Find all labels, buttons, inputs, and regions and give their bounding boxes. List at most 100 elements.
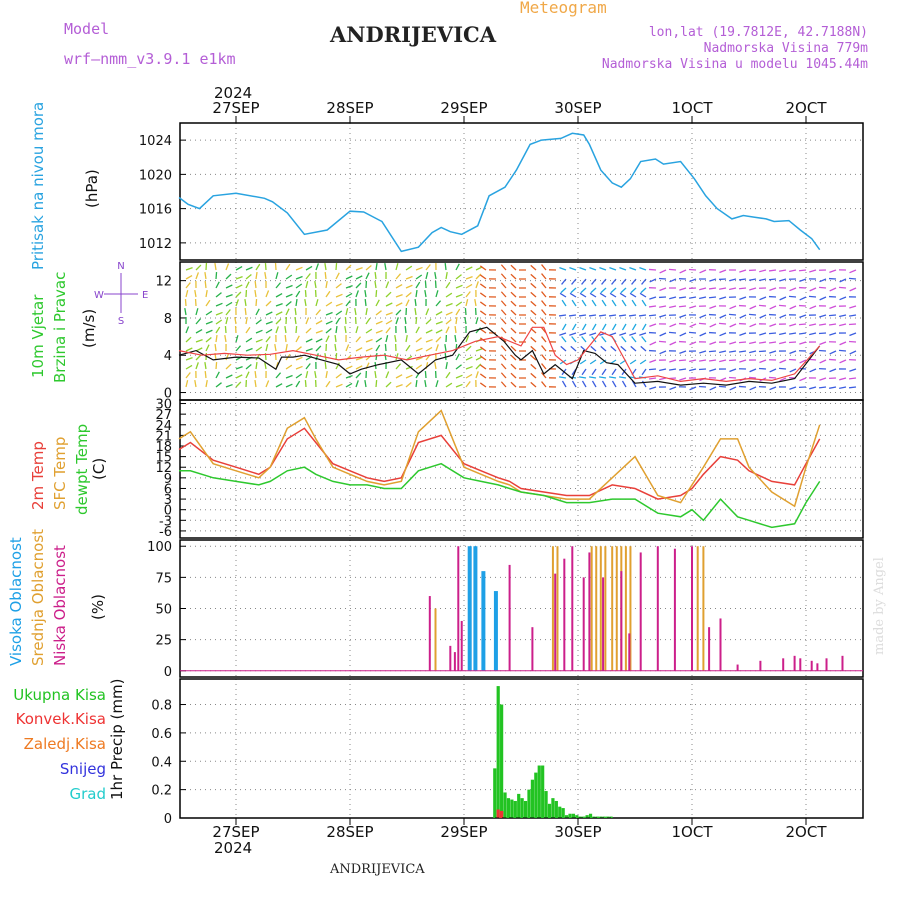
wind-arrow [444,343,447,352]
wind-arrow [829,386,837,389]
wind-arrow [609,266,617,271]
precip-bar [500,810,504,818]
wind-arrow [709,386,717,391]
wind-arrow [315,345,322,352]
wind-arrow [414,298,417,307]
wind-arrow [435,311,443,316]
wind-arrow [405,299,410,307]
wind-arrow [739,314,747,319]
wind-arrow [245,326,251,334]
y-tick-label: 0 [164,504,172,519]
wind-arrow [618,314,627,317]
wind-arrow [304,289,307,298]
wind-arrow [325,301,333,307]
wind-arrow [365,328,373,334]
wind-arrow [598,376,607,379]
wind-arrow [225,374,233,379]
wind-arrow [749,323,757,328]
wind-arrow [395,302,403,307]
wind-arrow [405,275,413,280]
cloud-bar [620,571,623,671]
wind-arrow [435,320,443,325]
wind-arrow [305,317,310,325]
wind-arrow [455,274,462,280]
wind-arrow [789,350,797,355]
wind-arrow [424,289,427,298]
wind-arrow [631,336,637,343]
lonlat-text: lon,lat (19.7812E, 42.7188N) [648,25,868,40]
wind-arrow [779,341,787,345]
wind-arrow [245,316,248,325]
wind-arrow [601,299,607,307]
wind-arrow [404,316,407,325]
wind-arrow [689,305,697,309]
y-tick-label: 9 [164,472,172,487]
wind-arrow [748,278,757,281]
precip-bar [602,816,606,818]
wind-arrow [265,311,273,316]
footer-station: ANDRIJEVICA [330,862,425,877]
wind-arrow [758,350,767,353]
wind-arrow [678,296,687,299]
cloud-bar [531,627,534,671]
wind-arrow [335,317,341,325]
wind-arrow [829,368,837,373]
wind-arrow [325,290,331,298]
wind-arrow [561,278,567,285]
wind-arrow [709,323,717,328]
wind-arrow [541,372,547,379]
wind-arrow [658,277,667,280]
wind-arrow [541,264,547,271]
wind-arrow [580,287,587,294]
wind-arrow [649,386,657,390]
wind-arrow [225,293,233,298]
wind-arrow [719,296,727,300]
wind-arrow [669,278,677,283]
wind-arrow [254,280,257,289]
wind-arrow [284,334,287,343]
wind-arrow [215,302,223,307]
wind-arrow [561,380,567,388]
wind-arrow [479,310,487,316]
wind-arrow [848,277,857,280]
wind-arrow [698,359,707,362]
precip-bar [496,686,500,818]
wind-arrow [788,332,797,335]
wind-arrow [631,278,637,285]
wind-arrow [798,332,807,335]
wind-arrow [618,376,627,379]
wind-arrow [541,336,547,343]
wind-arrow [375,329,383,334]
wind-arrow [455,383,463,388]
cloud-bar [615,546,618,671]
wind-arrow [541,345,547,352]
wind-arrow [285,263,291,271]
wind-arrow [530,381,537,388]
wind-arrow [445,311,453,316]
wind-arrow [285,374,293,379]
cloud-bar [508,564,511,671]
wind-arrow [245,281,250,289]
wind-arrow [415,364,423,370]
cloud-bar [563,558,566,671]
wind-arrow [254,370,257,379]
wind-arrow [769,386,777,391]
wind-arrow [689,386,697,391]
wind-arrow [839,314,847,318]
wind-arrow [839,377,847,381]
wind-arrow [599,292,607,298]
wind-arrow [788,341,797,344]
wind-arrow [510,345,517,352]
wind-arrow [334,343,337,352]
wind-arrow [435,300,442,307]
precip-bar [551,798,555,818]
wind-arrow [415,281,421,289]
wind-arrow [809,323,817,327]
elevation-text: Nadmorska Visina 779m [703,41,868,56]
wind-arrow [641,368,647,376]
wind-arrow [778,367,787,370]
wind-arrow [195,362,199,370]
wind-arrow [639,292,647,298]
wind-arrow [445,371,451,379]
wind-arrow [204,280,207,289]
